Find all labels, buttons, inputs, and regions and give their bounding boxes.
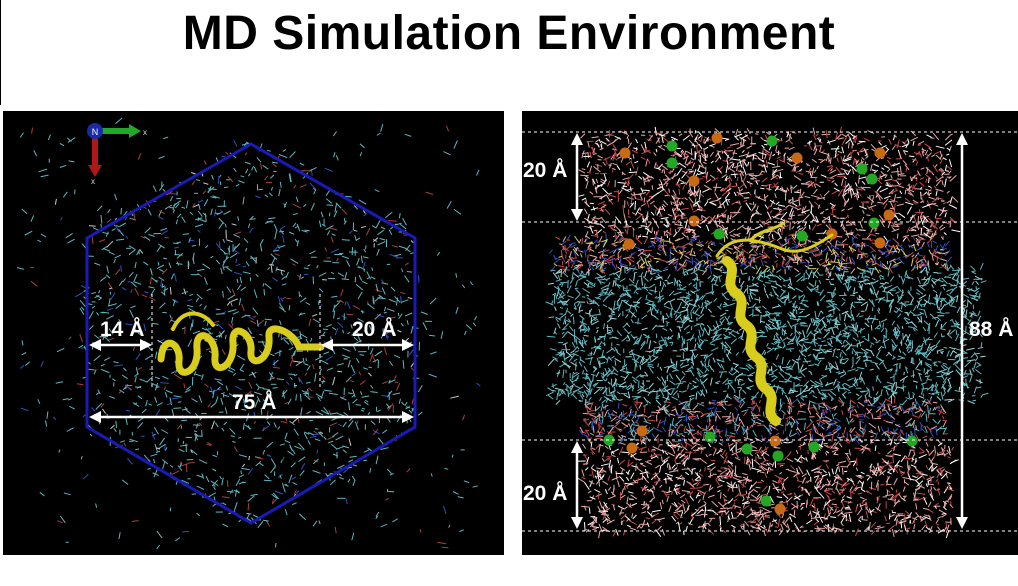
axis-y-label: x: [91, 177, 95, 186]
ion-green: [772, 450, 784, 462]
dimension-label-right-gap: 20 Å: [352, 318, 397, 341]
ion-orange: [769, 435, 781, 447]
boundary-lines: [522, 131, 1018, 532]
ion-orange: [711, 132, 723, 144]
ion-orange: [636, 425, 648, 437]
ion-green: [868, 217, 880, 229]
ion-green: [760, 495, 772, 507]
ion-green: [866, 173, 878, 185]
slide-border: [0, 0, 1, 105]
top-view-canvas: N x x: [16, 117, 481, 550]
dimension-label-top-water: 20 Å: [523, 159, 568, 182]
solvent-texture: [16, 117, 481, 550]
top-view-panel: N x x 14 Å 20 Å 75 Å: [3, 111, 504, 555]
protein-helix: [157, 311, 325, 376]
dimension-label-left-gap: 14 Å: [100, 318, 145, 341]
side-view-panel: 20 Å 20 Å 88 Å: [522, 111, 1018, 555]
page-title: MD Simulation Environment: [182, 7, 836, 60]
ion-green: [856, 163, 868, 175]
ion-orange: [874, 147, 886, 159]
side-view-canvas: [522, 126, 1018, 539]
ion-orange: [874, 237, 886, 249]
ion-orange: [688, 175, 700, 187]
ion-orange: [774, 503, 786, 515]
ion-orange: [626, 442, 638, 454]
ion-green: [808, 441, 820, 453]
ion-green: [741, 443, 753, 455]
ion-green: [766, 135, 778, 147]
ion-orange: [791, 152, 803, 164]
ion-green: [796, 230, 808, 242]
dimension-label-width: 75 Å: [232, 391, 277, 414]
axis-triad: N x x: [87, 123, 147, 186]
dimension-label-bottom-water: 20 Å: [523, 482, 568, 505]
dimension-arrows: [89, 339, 414, 423]
hexagonal-box-outline: [85, 142, 417, 525]
transmembrane-helix: [715, 221, 834, 426]
ion-green: [666, 157, 678, 169]
ion-orange: [619, 147, 631, 159]
ion-orange: [623, 238, 635, 250]
membrane-texture: [545, 126, 989, 539]
ion-orange: [883, 209, 895, 221]
ion-green: [906, 435, 918, 447]
dimension-label-total-height: 88 Å: [969, 318, 1014, 341]
ion-green: [704, 431, 716, 443]
ion-orange: [688, 215, 700, 227]
dimension-arrows: [571, 133, 968, 529]
axis-origin-label: N: [92, 127, 99, 137]
ion-green: [666, 140, 678, 152]
ion-green: [713, 228, 725, 240]
axis-x-label: x: [143, 128, 147, 137]
